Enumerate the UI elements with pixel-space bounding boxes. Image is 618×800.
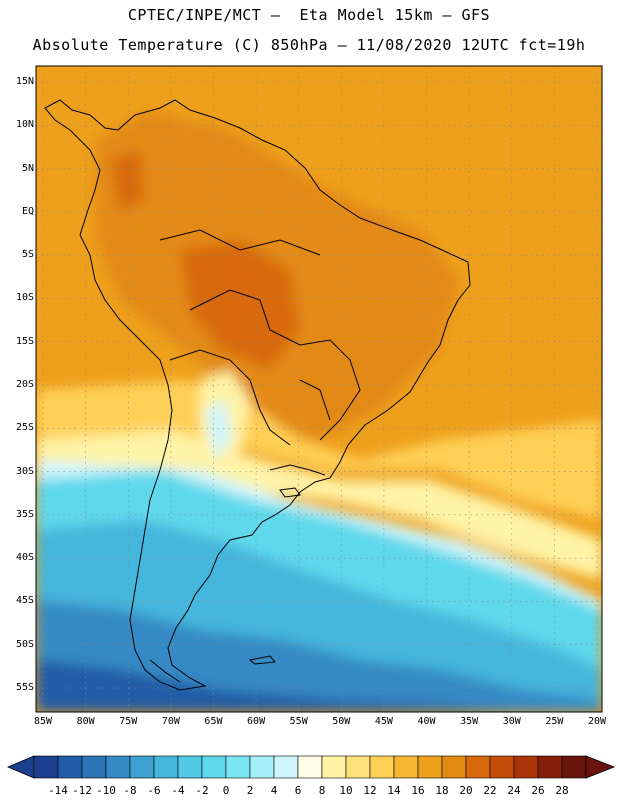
longitude-label: 20W — [587, 716, 607, 727]
colorbar-tick-label: -14 — [48, 784, 68, 797]
temperature-field — [36, 66, 602, 712]
colorbar-swatch — [441, 755, 467, 779]
colorbar-swatch — [249, 755, 275, 779]
longitude-label: 40W — [417, 716, 436, 727]
colorbar-tick-label: 12 — [363, 784, 377, 797]
colorbar-tick-label: 2 — [246, 784, 254, 797]
colorbar-swatch — [201, 755, 227, 779]
colorbar-tick-label: 26 — [531, 784, 545, 797]
longitude-label: 70W — [161, 716, 180, 727]
longitude-label: 75W — [119, 716, 138, 727]
longitude-label: 50W — [332, 716, 351, 727]
colorbar-swatch — [105, 755, 131, 779]
colorbar-tick-label: 28 — [555, 784, 569, 797]
colorbar-swatch — [33, 755, 59, 779]
longitude-label: 60W — [247, 716, 266, 727]
colorbar-swatch — [489, 755, 515, 779]
longitude-label: 35W — [460, 716, 479, 727]
latitude-label: 50S — [15, 638, 34, 650]
colorbar-swatch — [345, 755, 371, 779]
latitude-label: 40S — [15, 552, 34, 564]
colorbar-swatch — [393, 755, 419, 779]
longitude-label: 65W — [204, 716, 223, 727]
colorbar-swatch — [537, 755, 563, 779]
colorbar-tick-label: 18 — [435, 784, 449, 797]
longitude-label: 80W — [76, 716, 95, 727]
longitude-label: 55W — [289, 716, 308, 727]
latitude-label: 35S — [15, 508, 34, 520]
latitude-label: 15S — [15, 335, 34, 347]
colorbar-swatch — [81, 755, 107, 779]
colorbar-swatch — [177, 755, 203, 779]
colorbar-swatch — [129, 755, 155, 779]
colorbar-tick-label: -8 — [123, 784, 137, 797]
colorbar-max-arrow — [585, 755, 616, 779]
latitude-label: 55S — [15, 682, 34, 693]
colorbar-tick-label: 10 — [339, 784, 353, 797]
colorbar-swatch — [57, 755, 83, 779]
colorbar-swatch — [417, 755, 443, 779]
longitude-label: 30W — [502, 716, 521, 727]
latitude-label: 10S — [15, 292, 34, 304]
colorbar-swatch — [225, 755, 251, 779]
colorbar-min-arrow — [6, 755, 35, 779]
colorbar-swatch — [297, 755, 323, 779]
map-title-line2: Absolute Temperature (C) 850hPa – 11/08/… — [32, 36, 586, 54]
longitude-label: 85W — [33, 716, 53, 727]
map-frame — [35, 65, 603, 713]
map-title-line1: CPTEC/INPE/MCT – Eta Model 15km – GFS — [127, 6, 491, 24]
coastline — [44, 99, 471, 691]
latitude-label: 20S — [15, 379, 34, 390]
colorbar-tick-label: -10 — [96, 784, 116, 797]
latitude-label: 30S — [15, 465, 34, 477]
colorbar-swatch — [513, 755, 539, 779]
latitude-label: 15N — [15, 76, 34, 87]
colorbar-tick-label: -4 — [171, 784, 185, 797]
latitude-label: 5S — [21, 249, 34, 261]
latitude-label: 5N — [21, 162, 34, 174]
colorbar-swatch — [321, 755, 347, 779]
colorbar-tick-label: 6 — [294, 784, 302, 797]
colorbar-tick-label: 20 — [459, 784, 473, 797]
longitude-label: 45W — [374, 716, 393, 727]
colorbar-swatch — [273, 755, 299, 779]
latitude-label: 10N — [15, 119, 34, 131]
colorbar-tick-label: -12 — [72, 784, 92, 797]
colorbar-tick-label: 24 — [507, 784, 521, 797]
colorbar-swatch — [153, 755, 179, 779]
colorbar-swatch — [465, 755, 491, 779]
colorbar-tick-label: 22 — [483, 784, 497, 797]
colorbar-tick-label: 14 — [387, 784, 401, 797]
latitude-label: 25S — [15, 422, 34, 434]
graticule — [36, 66, 602, 712]
colorbar-tick-label: 4 — [270, 784, 278, 797]
latitude-label: 45S — [15, 595, 34, 607]
colorbar-tick-label: -2 — [195, 784, 209, 797]
longitude-label: 25W — [545, 716, 564, 727]
colorbar-tick-label: 8 — [318, 784, 326, 797]
latitude-label: EQ — [21, 205, 34, 217]
colorbar-swatch — [369, 755, 395, 779]
colorbar-swatch — [561, 755, 587, 779]
colorbar-tick-label: 0 — [222, 784, 230, 797]
colorbar-tick-label: 16 — [411, 784, 425, 797]
colorbar — [6, 755, 616, 779]
colorbar-tick-label: -6 — [147, 784, 161, 797]
